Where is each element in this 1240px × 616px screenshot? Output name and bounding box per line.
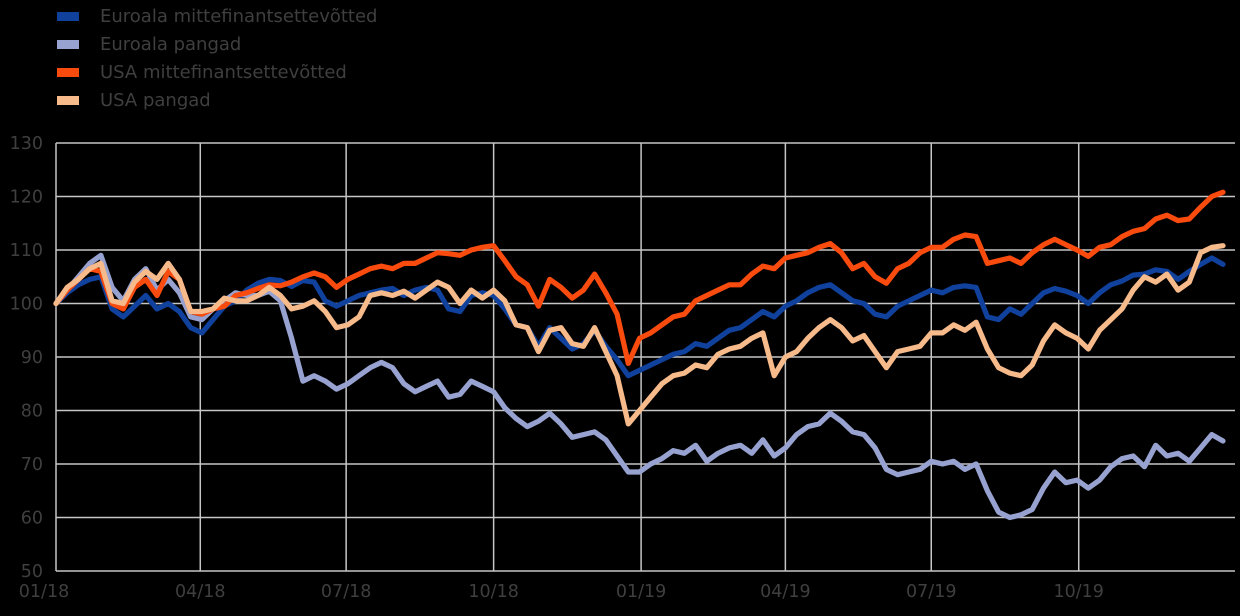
y-tick-label: 80 bbox=[21, 402, 43, 422]
series-line-usa-pangad bbox=[53, 243, 1226, 427]
legend-label: Euroala pangad bbox=[100, 33, 242, 55]
x-tick-label: 10/18 bbox=[468, 582, 518, 602]
legend-item-euroala-mittefinantsettevotted: Euroala mittefinantsettevõtted bbox=[57, 2, 377, 30]
x-tick-label: 04/18 bbox=[175, 582, 225, 602]
series-line-euroala-mittefinantsettev-tted bbox=[53, 255, 1226, 379]
y-tick-label: 130 bbox=[10, 134, 43, 154]
x-tick-label: 10/19 bbox=[1054, 582, 1104, 602]
legend-label: USA mittefinantsettevõtted bbox=[100, 61, 347, 83]
series-line-usa-mittefinantsettev-tted bbox=[53, 189, 1226, 366]
series-line-euroala-pangad bbox=[53, 252, 1226, 521]
y-tick-label: 50 bbox=[21, 562, 43, 582]
legend-item-usa-mittefinantsettevotted: USA mittefinantsettevõtted bbox=[57, 58, 377, 86]
x-tick-label: 01/18 bbox=[19, 582, 69, 602]
y-tick-label: 70 bbox=[21, 455, 43, 475]
y-tick-label: 110 bbox=[10, 241, 43, 261]
legend-item-usa-pangad: USA pangad bbox=[57, 86, 377, 114]
legend-swatch-usa-pangad bbox=[57, 95, 79, 105]
chart-legend: Euroala mittefinantsettevõtted Euroala p… bbox=[57, 2, 377, 114]
legend-item-euroala-pangad: Euroala pangad bbox=[57, 30, 377, 58]
legend-swatch-euroala-pangad bbox=[57, 39, 79, 49]
y-tick-label: 90 bbox=[21, 348, 43, 368]
x-tick-label: 07/18 bbox=[321, 582, 371, 602]
y-tick-label: 120 bbox=[10, 188, 43, 208]
legend-label: Euroala mittefinantsettevõtted bbox=[100, 5, 378, 27]
x-tick-label: 04/19 bbox=[760, 582, 810, 602]
x-tick-label: 01/19 bbox=[616, 582, 666, 602]
legend-swatch-euroala-mittefinantsettevotted bbox=[57, 11, 79, 21]
legend-swatch-usa-mittefinantsettevotted bbox=[57, 67, 79, 77]
y-tick-label: 100 bbox=[10, 295, 43, 315]
legend-label: USA pangad bbox=[100, 89, 211, 111]
x-tick-label: 07/19 bbox=[906, 582, 956, 602]
y-tick-label: 60 bbox=[21, 509, 43, 529]
